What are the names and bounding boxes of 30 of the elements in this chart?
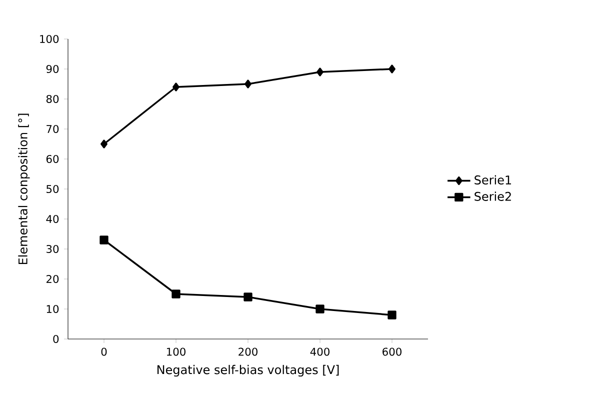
y-tick-label: 30 xyxy=(46,244,59,254)
point xyxy=(316,68,324,76)
point xyxy=(172,290,180,298)
point xyxy=(100,236,108,244)
x-tick-label: 100 xyxy=(166,348,186,356)
y-tick-label: 90 xyxy=(46,64,59,74)
y-tick-label: 100 xyxy=(40,34,59,44)
x-tick-label: 600 xyxy=(382,348,402,356)
legend-label: Serie1 xyxy=(474,175,512,184)
x-axis-title: Negative self-bias voltages [V] xyxy=(157,364,339,377)
point xyxy=(316,304,324,314)
point xyxy=(388,64,396,74)
y-tick-label: 50 xyxy=(46,184,59,194)
point xyxy=(388,310,396,320)
y-tick-label: 10 xyxy=(46,304,59,314)
point xyxy=(244,292,252,302)
legend-label: Serie2 xyxy=(474,192,511,201)
point xyxy=(172,82,180,92)
x-tick-label: 200 xyxy=(238,348,258,356)
point xyxy=(244,80,252,88)
y-tick-label: 60 xyxy=(46,154,59,164)
x-tick-label: 0 xyxy=(101,348,107,356)
y-tick-label: 80 xyxy=(46,94,59,104)
y-axis-title: Elemental conposition [°] xyxy=(18,114,30,264)
point xyxy=(100,140,108,148)
y-tick-label: 0 xyxy=(53,334,59,344)
y-tick-label: 20 xyxy=(46,274,59,284)
y-tick-label: 70 xyxy=(46,124,59,134)
x-tick-label: 400 xyxy=(310,348,330,356)
y-tick-label: 40 xyxy=(46,214,59,224)
